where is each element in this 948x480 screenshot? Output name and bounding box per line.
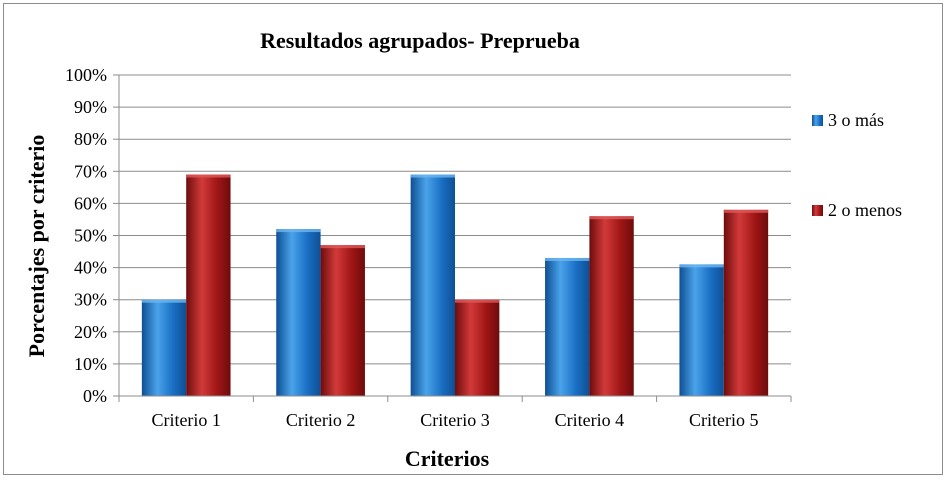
bar-top: [679, 264, 724, 268]
bar-series1: [276, 229, 321, 396]
bar-series1: [141, 299, 187, 396]
x-axis-title: Criterios: [405, 446, 490, 471]
bar-series2: [723, 209, 769, 396]
x-tick-label: Criterio 4: [555, 410, 625, 430]
legend-label: 3 o más: [828, 110, 884, 130]
chart-title: Resultados agrupados- Preprueba: [260, 28, 580, 53]
legend-swatch: [812, 205, 823, 216]
y-tick-label: 80%: [74, 129, 107, 149]
x-tick-label: Criterio 5: [689, 410, 759, 430]
bar-top: [545, 257, 590, 261]
y-tick-label: 100%: [65, 65, 107, 85]
bar-top: [410, 174, 455, 178]
bar-series2: [186, 174, 231, 396]
legend-label: 2 o menos: [828, 200, 902, 220]
y-tick-label: 60%: [74, 193, 107, 213]
y-tick-label: 50%: [74, 226, 107, 246]
x-tick-label: Criterio 2: [286, 410, 356, 430]
legend-swatch: [812, 115, 823, 126]
bar-top: [141, 299, 187, 303]
bars: [141, 174, 769, 396]
bar-series1: [545, 257, 590, 396]
bar-series2: [589, 216, 634, 396]
y-tick-label: 10%: [74, 354, 107, 374]
bar-top: [723, 209, 769, 213]
y-tick-label: 20%: [74, 322, 107, 342]
chart-frame: Resultados agrupados- Preprueba 0% 10% 20%…: [3, 3, 943, 475]
x-tick-label: Criterio 1: [151, 410, 221, 430]
bar-top: [455, 299, 500, 303]
legend: 3 o más 2 o menos: [812, 110, 902, 220]
bar-top: [186, 174, 231, 178]
x-tick-label: Criterio 3: [420, 410, 490, 430]
bar-chart: Resultados agrupados- Preprueba 0% 10% 20%…: [24, 28, 902, 471]
bar-series2: [320, 245, 365, 396]
bar-series1: [410, 174, 455, 396]
y-axis-title: Porcentajes por criterio: [24, 135, 49, 358]
bar-series1: [679, 264, 724, 396]
bar-top: [589, 216, 634, 220]
y-tick-label: 0%: [83, 386, 107, 406]
bar-top: [320, 245, 365, 249]
y-tick-label: 30%: [74, 290, 107, 310]
y-tick-label: 90%: [74, 97, 107, 117]
y-tick-label: 40%: [74, 258, 107, 278]
bar-top: [276, 229, 321, 233]
y-tick-label: 70%: [74, 161, 107, 181]
bar-series2: [455, 299, 500, 396]
axes: 0% 10% 20% 30% 40% 50% 60% 70% 80% 90% 100% Criteri…: [65, 65, 792, 430]
